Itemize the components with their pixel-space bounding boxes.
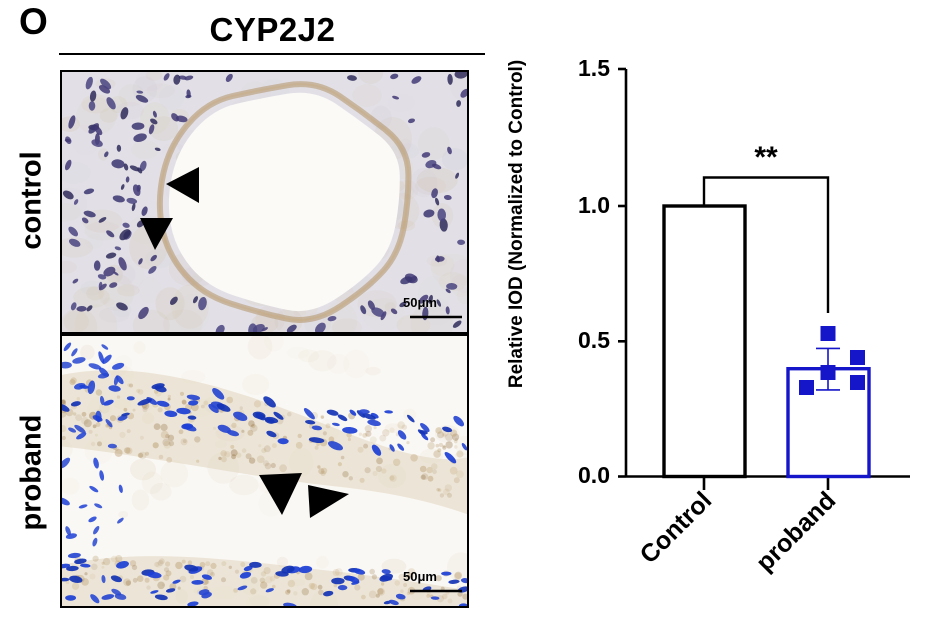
svg-text:Control: Control — [635, 486, 718, 569]
svg-text:0.0: 0.0 — [578, 462, 610, 488]
svg-text:**: ** — [754, 141, 778, 174]
svg-text:1.5: 1.5 — [578, 55, 610, 81]
svg-text:proband: proband — [751, 486, 842, 577]
svg-text:1.0: 1.0 — [578, 192, 610, 218]
svg-text:0.5: 0.5 — [578, 327, 610, 353]
